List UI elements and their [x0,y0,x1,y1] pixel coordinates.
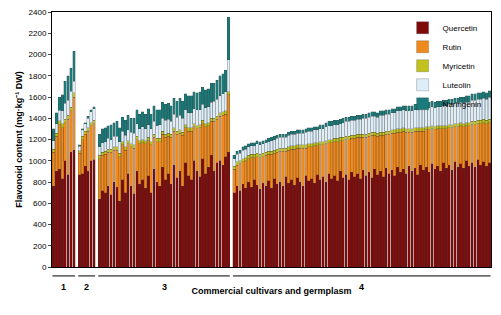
svg-text:1800: 1800 [29,72,47,81]
svg-text:2: 2 [84,282,89,292]
svg-text:Flavonoid content (mg·kg⁻¹ DW): Flavonoid content (mg·kg⁻¹ DW) [14,71,24,207]
svg-text:1200: 1200 [29,135,47,144]
svg-text:1: 1 [61,282,66,292]
svg-text:200: 200 [33,242,47,251]
svg-text:Luteolin: Luteolin [443,81,471,90]
svg-text:2400: 2400 [29,8,47,17]
svg-text:600: 600 [33,199,47,208]
svg-text:1600: 1600 [29,93,47,102]
svg-text:400: 400 [33,220,47,229]
svg-text:3: 3 [162,282,167,292]
svg-text:Commercial cultivars and germp: Commercial cultivars and germplasm [191,286,351,296]
svg-text:Rutin: Rutin [443,43,462,52]
svg-text:4: 4 [359,282,364,292]
svg-text:1400: 1400 [29,114,47,123]
svg-text:2200: 2200 [29,29,47,38]
svg-text:0: 0 [42,263,47,272]
svg-text:Quercetin: Quercetin [443,24,478,33]
svg-text:Myricetin: Myricetin [443,62,475,71]
svg-text:Naringenin: Naringenin [443,100,482,109]
svg-text:1000: 1000 [29,157,47,166]
svg-text:800: 800 [33,178,47,187]
svg-text:2000: 2000 [29,50,47,59]
